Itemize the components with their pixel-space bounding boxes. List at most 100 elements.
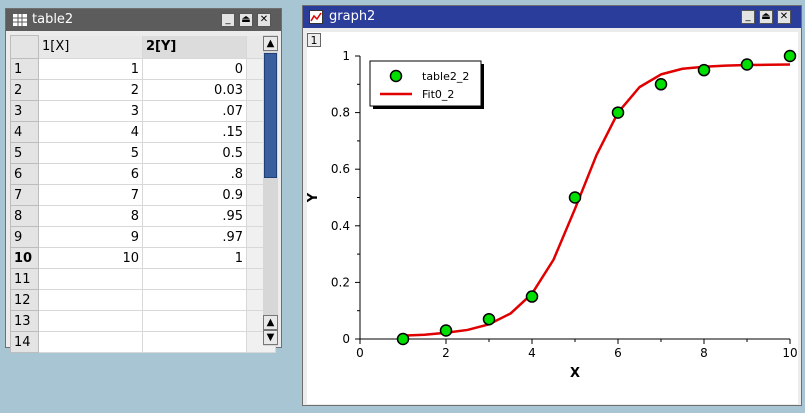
cell-y[interactable]: .8 [142, 163, 247, 185]
x-tick-label: 8 [700, 346, 708, 360]
y-tick-label: 1 [342, 49, 350, 63]
x-tick-label: 0 [356, 346, 364, 360]
cell-y[interactable]: .07 [142, 100, 247, 122]
row-number[interactable]: 10 [10, 247, 39, 269]
cell-x[interactable]: 4 [38, 121, 143, 143]
close-button[interactable]: ✕ [257, 13, 271, 27]
cell-x[interactable] [38, 310, 143, 332]
cell-y[interactable]: 0.5 [142, 142, 247, 164]
data-point[interactable] [654, 78, 668, 91]
table-row[interactable]: 12 [10, 289, 276, 311]
row-number[interactable]: 9 [10, 226, 39, 248]
cell-y[interactable] [142, 310, 247, 332]
cell-x[interactable]: 3 [38, 100, 143, 122]
row-number[interactable]: 11 [10, 268, 39, 290]
fit-curve[interactable] [402, 63, 791, 337]
table-row[interactable]: 9 9.97 [10, 226, 276, 248]
cell-y[interactable]: 0 [142, 58, 247, 80]
data-point[interactable] [740, 58, 754, 71]
cell-x[interactable] [38, 289, 143, 311]
legend-box[interactable] [369, 60, 482, 107]
maximize-button[interactable]: ⏏ [759, 10, 773, 24]
cell-x[interactable]: 9 [38, 226, 143, 248]
cell-x[interactable]: 1 [38, 58, 143, 80]
table-icon [13, 14, 27, 26]
table-row[interactable]: 5 5 0.5 [10, 142, 276, 164]
cell-y[interactable]: .97 [142, 226, 247, 248]
page-up-button[interactable]: ▲ [263, 315, 278, 330]
table-window-title: table2 [32, 12, 74, 27]
table-row[interactable]: 10 10 1 [10, 247, 276, 269]
cell-y[interactable]: .15 [142, 121, 247, 143]
cell-y[interactable]: 0.03 [142, 79, 247, 101]
row-number[interactable]: 5 [10, 142, 39, 164]
table-row[interactable]: 13 [10, 310, 276, 332]
cell-x[interactable]: 2 [38, 79, 143, 101]
row-number[interactable]: 7 [10, 184, 39, 206]
legend-label: Fit0_2 [422, 88, 454, 101]
row-number[interactable]: 8 [10, 205, 39, 227]
table-row[interactable]: 14 [10, 331, 276, 353]
legend-marker [389, 69, 403, 83]
worksheet-grid[interactable]: 1[X] 2[Y] 1 1 0 2 2 0.03 3 3.07 4 4.15 5 5 0.5 6 6.8 7 7… [10, 35, 276, 353]
cell-y[interactable]: 1 [142, 247, 247, 269]
table-row[interactable]: 6 6.8 [10, 163, 276, 185]
graph-titlebar[interactable]: graph2 _ ⏏ ✕ [303, 6, 801, 28]
table-row[interactable]: 4 4.15 [10, 121, 276, 143]
cell-x[interactable] [38, 268, 143, 290]
row-number[interactable]: 14 [10, 331, 39, 353]
table-row[interactable]: 2 2 0.03 [10, 79, 276, 101]
close-button[interactable]: ✕ [777, 10, 791, 24]
data-point[interactable] [396, 332, 410, 346]
row-number[interactable]: 1 [10, 58, 39, 80]
row-number[interactable]: 4 [10, 121, 39, 143]
data-point[interactable] [568, 191, 582, 204]
row-number[interactable]: 13 [10, 310, 39, 332]
data-point[interactable] [697, 63, 711, 77]
table-row[interactable]: 3 3.07 [10, 100, 276, 122]
table-titlebar[interactable]: table2 _ ⏏ ✕ [6, 9, 281, 31]
table-row[interactable]: 11 [10, 268, 276, 290]
data-point[interactable] [783, 49, 797, 63]
scroll-thumb[interactable] [264, 53, 277, 178]
cell-y[interactable] [142, 331, 247, 353]
corner-cell[interactable] [10, 35, 39, 59]
vertical-scrollbar[interactable]: ▲ ▲ ▼ [263, 35, 278, 346]
cell-x[interactable]: 7 [38, 184, 143, 206]
data-point[interactable] [439, 324, 453, 337]
minimize-button[interactable]: _ [741, 10, 755, 24]
x-tick-label: 2 [442, 346, 450, 360]
column-header-y[interactable]: 2[Y] [142, 35, 247, 59]
legend-label: table2_2 [422, 70, 469, 83]
cell-y[interactable]: .95 [142, 205, 247, 227]
table-row[interactable]: 8 8.95 [10, 205, 276, 227]
row-number[interactable]: 3 [10, 100, 39, 122]
cell-x[interactable] [38, 331, 143, 353]
scroll-up-button[interactable]: ▲ [263, 36, 278, 51]
data-point[interactable] [525, 290, 539, 303]
row-number[interactable]: 2 [10, 79, 39, 101]
cell-x[interactable]: 10 [38, 247, 143, 269]
data-point[interactable] [611, 106, 625, 119]
table-window[interactable]: table2 _ ⏏ ✕ 1[X] 2[Y] 1 1 0 2 2 0.03 3 3.07 4 4.… [5, 8, 282, 353]
cell-x[interactable]: 6 [38, 163, 143, 185]
maximize-button[interactable]: ⏏ [239, 13, 253, 27]
row-number[interactable]: 12 [10, 289, 39, 311]
graph-icon [309, 10, 323, 24]
cell-x[interactable]: 5 [38, 142, 143, 164]
scroll-down-button[interactable]: ▼ [263, 330, 278, 345]
row-number[interactable]: 6 [10, 163, 39, 185]
table-row[interactable]: 7 7 0.9 [10, 184, 276, 206]
cell-y[interactable]: 0.9 [142, 184, 247, 206]
column-header-x[interactable]: 1[X] [38, 35, 143, 59]
minimize-button[interactable]: _ [221, 13, 235, 27]
layer-button[interactable]: 1 [307, 33, 321, 47]
cell-x[interactable]: 8 [38, 205, 143, 227]
cell-y[interactable] [142, 289, 247, 311]
data-point[interactable] [482, 312, 496, 326]
cell-y[interactable] [142, 268, 247, 290]
